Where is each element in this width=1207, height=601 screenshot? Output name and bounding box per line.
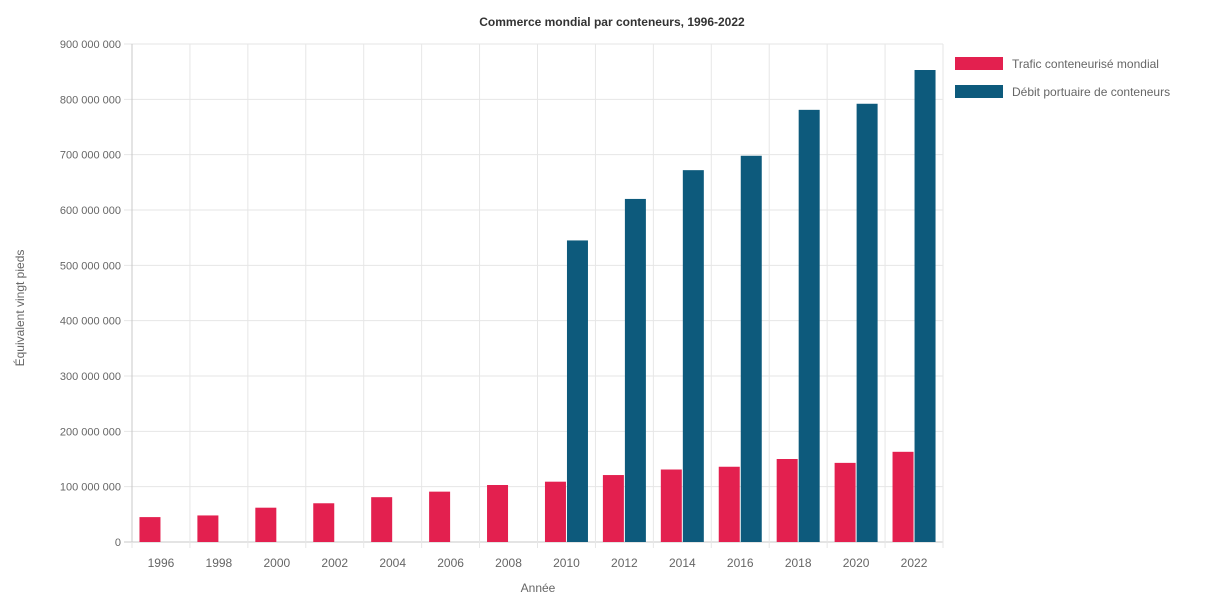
x-tick-label: 2016 — [727, 556, 754, 570]
bar-series-2 — [798, 109, 820, 542]
bar-series-1 — [544, 481, 566, 542]
axes: 0 100 000 000 200 000 000 300 000 000 400 00… — [60, 39, 928, 570]
x-tick-label: 2022 — [901, 556, 928, 570]
legend-label: Trafic conteneurisé mondial — [1012, 57, 1159, 71]
x-tick-label: 1996 — [148, 556, 175, 570]
legend-label: Débit portuaire de conteneurs — [1012, 85, 1170, 99]
bar-series-1 — [429, 491, 451, 542]
bar-series-1 — [255, 507, 277, 542]
bar-series-1 — [602, 475, 624, 542]
y-tick-label: 200 000 000 — [60, 426, 121, 438]
x-tick-label: 2002 — [321, 556, 348, 570]
bar-series-1 — [197, 515, 219, 542]
bar-series-1 — [660, 469, 682, 542]
x-tick-label: 2008 — [495, 556, 522, 570]
bars — [139, 70, 936, 543]
bar-series-1 — [834, 462, 856, 542]
y-tick-label: 100 000 000 — [60, 482, 121, 494]
x-tick-label: 2004 — [379, 556, 406, 570]
bar-series-1 — [718, 466, 740, 542]
legend-swatch — [955, 85, 1003, 98]
x-tick-label: 2020 — [843, 556, 870, 570]
x-axis-title: Année — [521, 581, 556, 595]
x-tick-label: 2012 — [611, 556, 638, 570]
bar-series-1 — [139, 517, 161, 542]
y-tick-label: 800 000 000 — [60, 94, 121, 106]
bar-series-2 — [682, 170, 704, 542]
bar-series-1 — [487, 485, 509, 542]
y-tick-label: 500 000 000 — [60, 260, 121, 272]
y-tick-label: 700 000 000 — [60, 150, 121, 162]
x-tick-label: 2018 — [785, 556, 812, 570]
legend: Trafic conteneurisé mondial Débit portuai… — [955, 57, 1170, 99]
x-tick-label: 2000 — [263, 556, 290, 570]
y-tick-label: 400 000 000 — [60, 316, 121, 328]
bar-series-1 — [313, 503, 335, 542]
y-tick-label: 0 — [115, 537, 121, 549]
x-tick-label: 2014 — [669, 556, 696, 570]
bar-series-2 — [624, 198, 646, 542]
y-tick-label: 300 000 000 — [60, 371, 121, 383]
bar-series-2 — [856, 103, 878, 542]
bar-series-1 — [371, 497, 393, 542]
bar-series-1 — [776, 459, 798, 542]
legend-swatch — [955, 57, 1003, 70]
bar-series-2 — [914, 70, 936, 543]
x-tick-label: 2006 — [437, 556, 464, 570]
x-tick-label: 1998 — [206, 556, 233, 570]
y-tick-label: 600 000 000 — [60, 205, 121, 217]
chart-title: Commerce mondial par conteneurs, 1996-20… — [479, 15, 745, 29]
y-tick-label: 900 000 000 — [60, 39, 121, 51]
bar-series-1 — [892, 451, 914, 542]
x-tick-label: 2010 — [553, 556, 580, 570]
bar-series-2 — [566, 240, 588, 542]
y-axis-title: Équivalent vingt pieds — [12, 250, 27, 367]
bar-series-2 — [740, 155, 762, 543]
